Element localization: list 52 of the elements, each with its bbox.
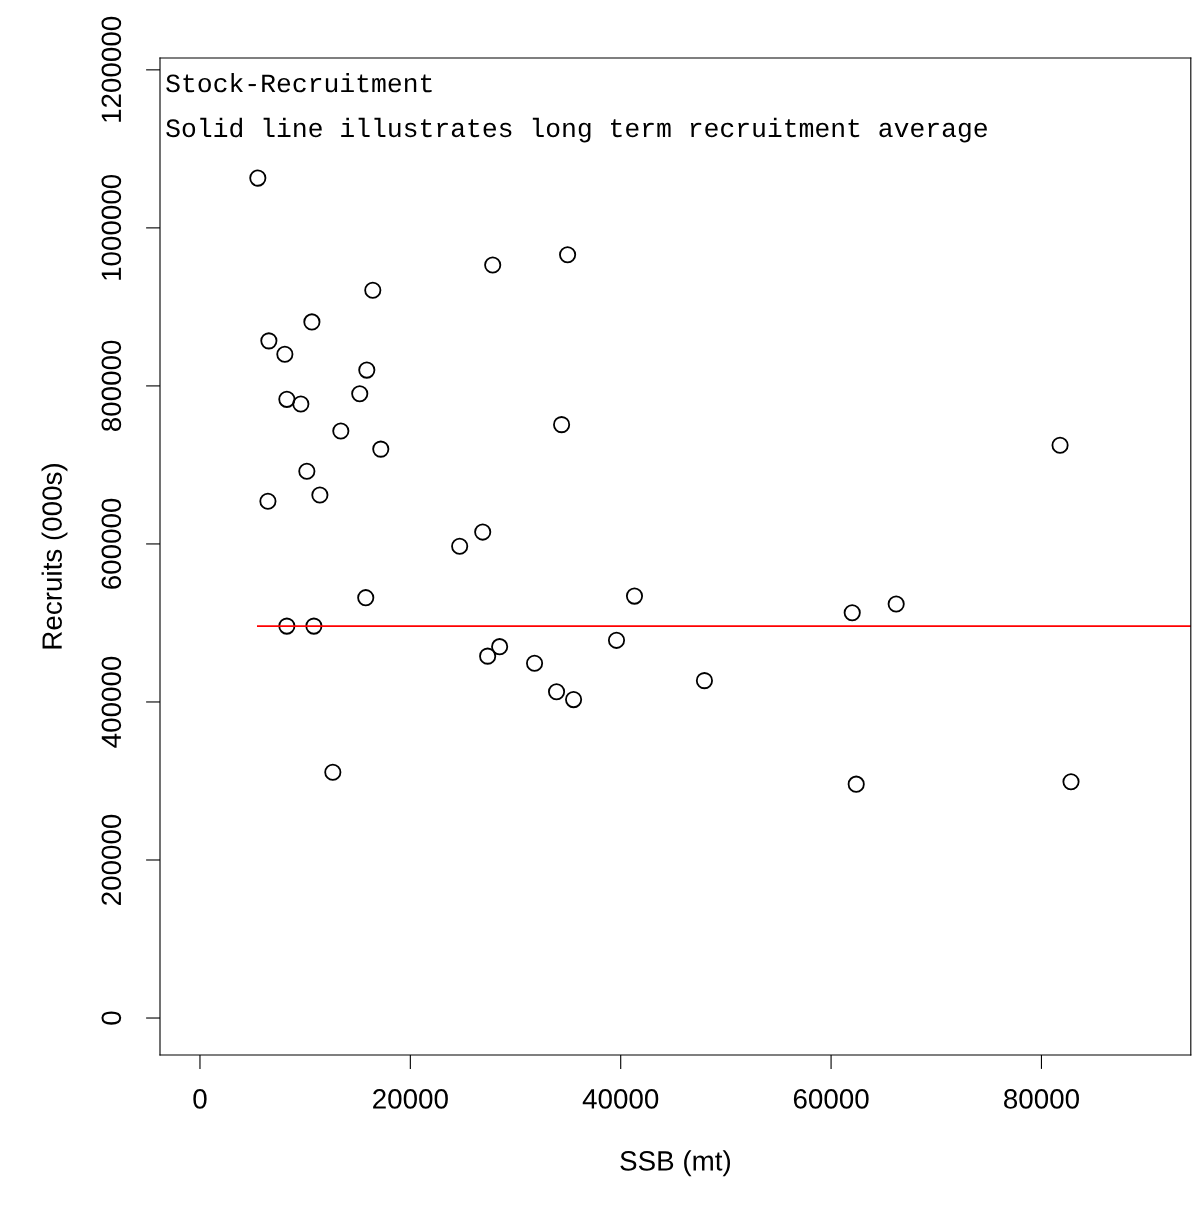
point xyxy=(278,617,296,635)
point xyxy=(324,763,342,781)
y-tick-label: 400000 xyxy=(101,656,122,748)
point xyxy=(259,492,277,510)
point xyxy=(364,281,382,299)
point xyxy=(847,775,865,793)
point xyxy=(491,638,509,656)
x-tick-label: 40000 xyxy=(582,1089,659,1109)
point xyxy=(695,672,713,690)
y-tick-label: 800000 xyxy=(101,340,122,432)
point xyxy=(1062,773,1080,791)
x-axis-title: SSB (mt) xyxy=(620,1150,731,1177)
point xyxy=(559,246,577,264)
point xyxy=(332,422,350,440)
point xyxy=(565,691,583,709)
point xyxy=(276,345,294,363)
x-tick-label: 20000 xyxy=(373,1089,448,1109)
x-tick-label: 80000 xyxy=(1004,1089,1079,1109)
point xyxy=(887,595,905,613)
point xyxy=(474,523,492,541)
point xyxy=(484,256,502,274)
point xyxy=(278,390,296,408)
text: Solid line illustrates long term recruitment average xyxy=(166,117,987,143)
point xyxy=(351,385,369,403)
x-tick-label: 0 xyxy=(193,1089,207,1109)
point xyxy=(305,617,323,635)
point xyxy=(553,416,571,434)
point xyxy=(526,654,544,672)
point xyxy=(1051,436,1069,454)
point xyxy=(479,647,497,665)
point xyxy=(292,395,310,413)
point xyxy=(843,604,861,622)
point xyxy=(451,537,469,555)
point xyxy=(625,587,644,605)
y-tick-label: 1200000 xyxy=(101,16,122,122)
point xyxy=(249,169,267,187)
point xyxy=(607,631,626,649)
point xyxy=(357,589,375,607)
y-tick-label: 1000000 xyxy=(101,174,122,280)
point xyxy=(298,462,316,480)
point xyxy=(358,361,376,379)
point xyxy=(372,440,390,458)
y-tick-label: 600000 xyxy=(101,498,122,589)
chart-title: Stock-Recruitment xyxy=(166,72,432,93)
point xyxy=(548,683,566,701)
x-tick-label: 60000 xyxy=(793,1089,869,1109)
y-tick-label: 0 xyxy=(101,1011,122,1025)
point xyxy=(311,486,329,504)
y-axis-title: Recruits (000s) xyxy=(41,464,68,649)
point xyxy=(260,332,278,350)
point xyxy=(303,313,321,331)
y-tick-label: 200000 xyxy=(101,814,122,905)
